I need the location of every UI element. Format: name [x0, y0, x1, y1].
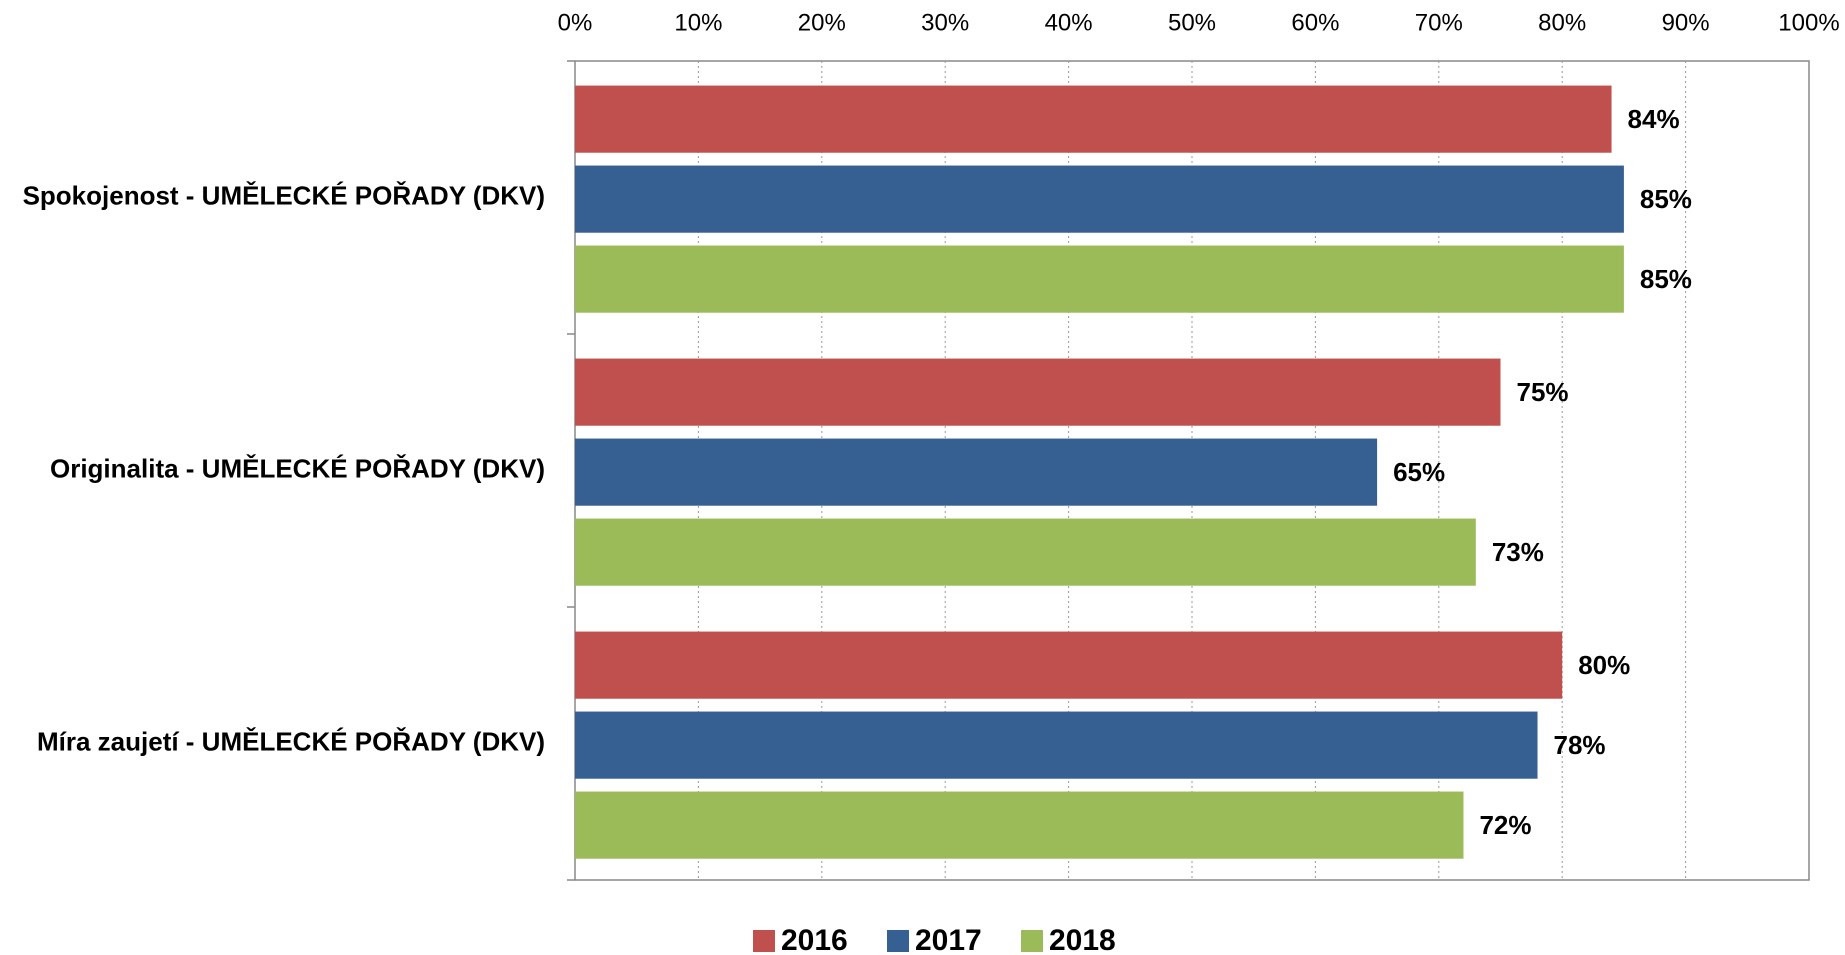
x-tick-label: 0%	[558, 9, 593, 36]
bar	[575, 165, 1624, 233]
legend-swatch	[887, 930, 909, 952]
bar	[575, 711, 1538, 779]
value-label: 72%	[1479, 810, 1531, 840]
legend-swatch	[753, 930, 775, 952]
bar	[575, 438, 1378, 506]
value-label: 73%	[1492, 537, 1544, 567]
value-label: 84%	[1628, 104, 1680, 134]
value-label: 85%	[1640, 264, 1692, 294]
x-tick-label: 60%	[1291, 9, 1339, 36]
category-label: Míra zaujetí - UMĚLECKÉ POŘADY (DKV)	[37, 726, 545, 756]
x-tick-label: 50%	[1168, 9, 1216, 36]
x-tick-label: 20%	[798, 9, 846, 36]
bar	[575, 85, 1612, 153]
legend-label: 2017	[915, 924, 982, 955]
bar	[575, 358, 1501, 426]
category-label: Originalita - UMĚLECKÉ POŘADY (DKV)	[50, 453, 545, 483]
legend-label: 2018	[1049, 924, 1116, 955]
x-tick-label: 40%	[1045, 9, 1093, 36]
x-tick-label: 10%	[674, 9, 722, 36]
x-tick-label: 70%	[1415, 9, 1463, 36]
value-label: 85%	[1640, 184, 1692, 214]
bar	[575, 791, 1464, 859]
value-label: 80%	[1578, 650, 1630, 680]
x-tick-label: 90%	[1662, 9, 1710, 36]
value-label: 65%	[1393, 457, 1445, 487]
bar	[575, 518, 1476, 586]
legend-label: 2016	[781, 924, 848, 955]
legend-swatch	[1021, 930, 1043, 952]
value-label: 78%	[1554, 730, 1606, 760]
x-tick-label: 30%	[921, 9, 969, 36]
bar	[575, 631, 1563, 699]
x-tick-label: 80%	[1538, 9, 1586, 36]
category-label: Spokojenost - UMĚLECKÉ POŘADY (DKV)	[23, 180, 545, 210]
bar	[575, 245, 1624, 313]
value-label: 75%	[1517, 377, 1569, 407]
x-tick-label: 100%	[1778, 9, 1839, 36]
